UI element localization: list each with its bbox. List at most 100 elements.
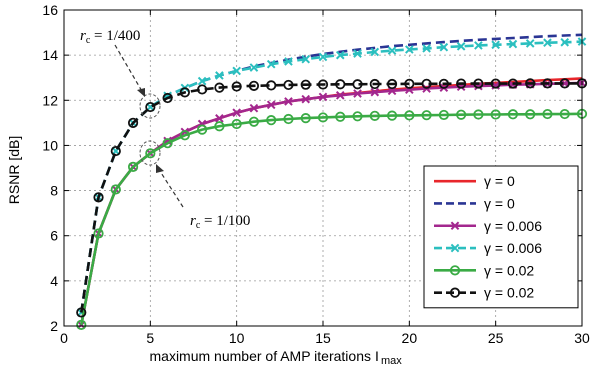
data-point bbox=[422, 44, 431, 53]
data-point bbox=[404, 78, 415, 89]
data-point bbox=[525, 109, 536, 120]
data-point bbox=[473, 109, 484, 120]
data-point bbox=[353, 89, 362, 98]
annotation-arrowhead-lower bbox=[156, 164, 164, 173]
legend-entry: γ = 0.006 bbox=[434, 240, 542, 256]
legend-label: γ = 0.006 bbox=[484, 218, 542, 234]
legend-entry: γ = 0 bbox=[434, 195, 515, 211]
data-point bbox=[110, 184, 121, 195]
y-tick-label: 4 bbox=[50, 273, 58, 289]
data-point bbox=[404, 110, 415, 121]
data-point bbox=[525, 78, 536, 89]
legend-label: γ = 0.02 bbox=[484, 262, 534, 278]
legend-marker bbox=[449, 287, 461, 298]
data-point bbox=[456, 42, 466, 51]
data-point bbox=[301, 54, 311, 64]
data-point bbox=[370, 47, 380, 57]
legend-label: γ = 0 bbox=[484, 195, 515, 211]
data-point bbox=[370, 87, 380, 97]
data-point bbox=[145, 148, 156, 159]
data-point bbox=[179, 130, 190, 141]
data-point bbox=[232, 108, 241, 118]
data-point bbox=[300, 79, 311, 90]
data-point bbox=[248, 80, 260, 91]
axis-ticks: 0 5 10 15 20 25 30 2 4 6 8 10 12 14 16 bbox=[42, 2, 590, 346]
legend-entry: γ = 0.006 bbox=[434, 218, 542, 234]
data-point bbox=[335, 79, 346, 90]
legend-box bbox=[423, 165, 579, 309]
legend-label: γ = 0 bbox=[484, 173, 515, 189]
series-line-4 bbox=[80, 112, 583, 326]
data-point bbox=[317, 79, 329, 90]
data-point bbox=[491, 40, 500, 50]
series-5 bbox=[76, 78, 588, 318]
annotation-arrowhead-upper bbox=[137, 88, 145, 97]
data-point bbox=[352, 111, 363, 122]
data-point bbox=[456, 78, 467, 89]
data-point bbox=[369, 78, 380, 90]
y-tick-label: 10 bbox=[42, 137, 58, 153]
data-point bbox=[525, 39, 535, 48]
x-axis-label-subscript: max bbox=[381, 355, 402, 367]
x-tick-label: 20 bbox=[402, 330, 418, 346]
data-point bbox=[421, 110, 432, 121]
legend-marker bbox=[450, 243, 460, 253]
x-axis-label-symbol: I bbox=[375, 348, 379, 364]
legend-marker bbox=[450, 221, 460, 231]
data-point bbox=[335, 111, 346, 122]
annotation-label-lower: rc = 1/100 bbox=[190, 213, 250, 231]
data-point bbox=[405, 45, 414, 54]
y-tick-label: 2 bbox=[50, 318, 58, 334]
data-point bbox=[474, 41, 483, 50]
data-point bbox=[283, 79, 294, 91]
data-point bbox=[197, 124, 208, 135]
data-point bbox=[542, 78, 553, 89]
x-axis-label: maximum number of AMP iterations bbox=[150, 348, 372, 364]
data-point bbox=[386, 78, 398, 90]
legend: γ = 0 γ = 0 γ = 0.006 γ = 0.006 γ = 0.02 γ = … bbox=[423, 165, 579, 309]
data-point bbox=[318, 92, 328, 102]
series-line-5 bbox=[80, 82, 582, 313]
y-tick-label: 14 bbox=[42, 47, 58, 63]
legend-label: γ = 0.02 bbox=[484, 285, 534, 301]
annotation-circle-lower bbox=[139, 140, 161, 166]
data-point bbox=[284, 57, 293, 66]
data-point bbox=[231, 81, 242, 92]
data-point bbox=[215, 114, 224, 123]
y-tick-label: 12 bbox=[42, 92, 58, 108]
data-point bbox=[284, 97, 293, 106]
data-point bbox=[300, 113, 311, 124]
data-point bbox=[560, 79, 570, 88]
y-tick-label: 16 bbox=[42, 2, 58, 18]
data-point bbox=[318, 52, 328, 62]
data-point bbox=[543, 38, 552, 48]
data-point bbox=[249, 63, 259, 72]
data-point bbox=[76, 319, 87, 330]
data-point bbox=[179, 87, 190, 98]
y-tick-label: 6 bbox=[50, 228, 58, 244]
data-point bbox=[266, 100, 276, 110]
data-point bbox=[508, 39, 518, 49]
x-tick-label: 25 bbox=[488, 330, 504, 346]
annotations: rc = 1/400 rc = 1/100 bbox=[80, 28, 250, 231]
data-point bbox=[438, 109, 449, 121]
data-point bbox=[317, 112, 329, 123]
x-tick-label: 30 bbox=[574, 330, 590, 346]
data-point bbox=[93, 192, 104, 203]
data-point bbox=[248, 116, 260, 127]
data-point bbox=[266, 80, 277, 91]
legend-label: γ = 0.006 bbox=[484, 240, 542, 256]
data-point bbox=[301, 94, 311, 104]
legend-entry: γ = 0.02 bbox=[434, 262, 534, 278]
data-point bbox=[490, 78, 501, 89]
data-point bbox=[232, 66, 241, 76]
data-point bbox=[456, 109, 467, 120]
x-tick-label: 0 bbox=[60, 330, 68, 346]
data-point bbox=[560, 37, 570, 47]
data-point bbox=[439, 42, 449, 52]
legend-entry: γ = 0 bbox=[434, 173, 515, 189]
data-point bbox=[559, 78, 570, 89]
data-point bbox=[353, 49, 362, 58]
data-point bbox=[249, 103, 259, 113]
